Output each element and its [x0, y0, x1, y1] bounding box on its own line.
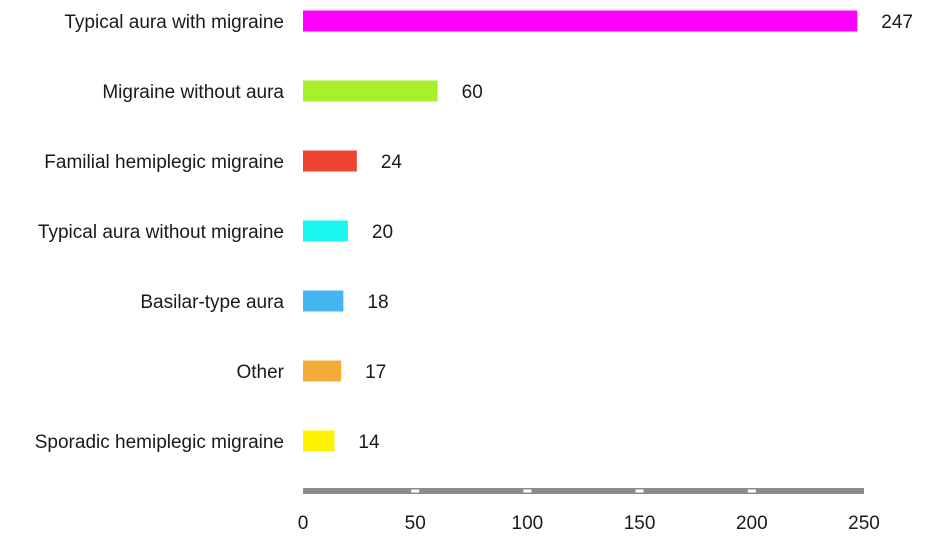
category-label-typical-aura-with-migraine: Typical aura with migraine: [64, 12, 284, 33]
x-tick-label-0: 0: [298, 513, 309, 534]
value-label-sporadic-hemiplegic-migraine: 14: [358, 432, 380, 453]
bar-other: [303, 360, 342, 382]
bar-migraine-without-aura: [303, 80, 438, 102]
value-label-migraine-without-aura: 60: [462, 82, 483, 103]
value-label-typical-aura-with-migraine: 247: [881, 12, 913, 33]
value-label-familial-hemiplegic-migraine: 24: [381, 152, 403, 173]
x-tick-labels: 0 50 100 150 200 250: [298, 513, 880, 534]
category-label-migraine-without-aura: Migraine without aura: [102, 82, 284, 103]
bar-basilar-type-aura: [303, 290, 344, 312]
bar-typical-aura-without-migraine: [303, 220, 348, 242]
x-tick-mark: [635, 489, 644, 493]
x-tick-label-50: 50: [405, 513, 426, 534]
category-labels: Typical aura with migraine Migraine witho…: [35, 12, 285, 453]
value-labels: 247 60 24 20 18 17 14: [358, 12, 913, 453]
x-tick-mark: [411, 489, 420, 493]
value-label-basilar-type-aura: 18: [367, 292, 388, 313]
category-label-sporadic-hemiplegic-migraine: Sporadic hemiplegic migraine: [35, 432, 284, 453]
x-tick-label-200: 200: [736, 513, 768, 534]
category-label-typical-aura-without-migraine: Typical aura without migraine: [38, 222, 284, 243]
x-axis: [303, 488, 864, 494]
category-label-other: Other: [236, 362, 284, 383]
x-axis-line: [303, 488, 864, 494]
bars-layer: [303, 10, 858, 452]
x-tick-mark: [523, 489, 532, 493]
bar-sporadic-hemiplegic-migraine: [303, 430, 335, 452]
category-label-basilar-type-aura: Basilar-type aura: [140, 292, 284, 313]
value-label-typical-aura-without-migraine: 20: [372, 222, 393, 243]
value-label-other: 17: [365, 362, 386, 383]
x-tick-label-150: 150: [624, 513, 656, 534]
bar-typical-aura-with-migraine: [303, 10, 858, 32]
x-tick-label-250: 250: [848, 513, 880, 534]
bar-familial-hemiplegic-migraine: [303, 150, 357, 172]
x-tick-label-100: 100: [512, 513, 544, 534]
x-tick-mark: [747, 489, 756, 493]
category-label-familial-hemiplegic-migraine: Familial hemiplegic migraine: [44, 152, 284, 173]
